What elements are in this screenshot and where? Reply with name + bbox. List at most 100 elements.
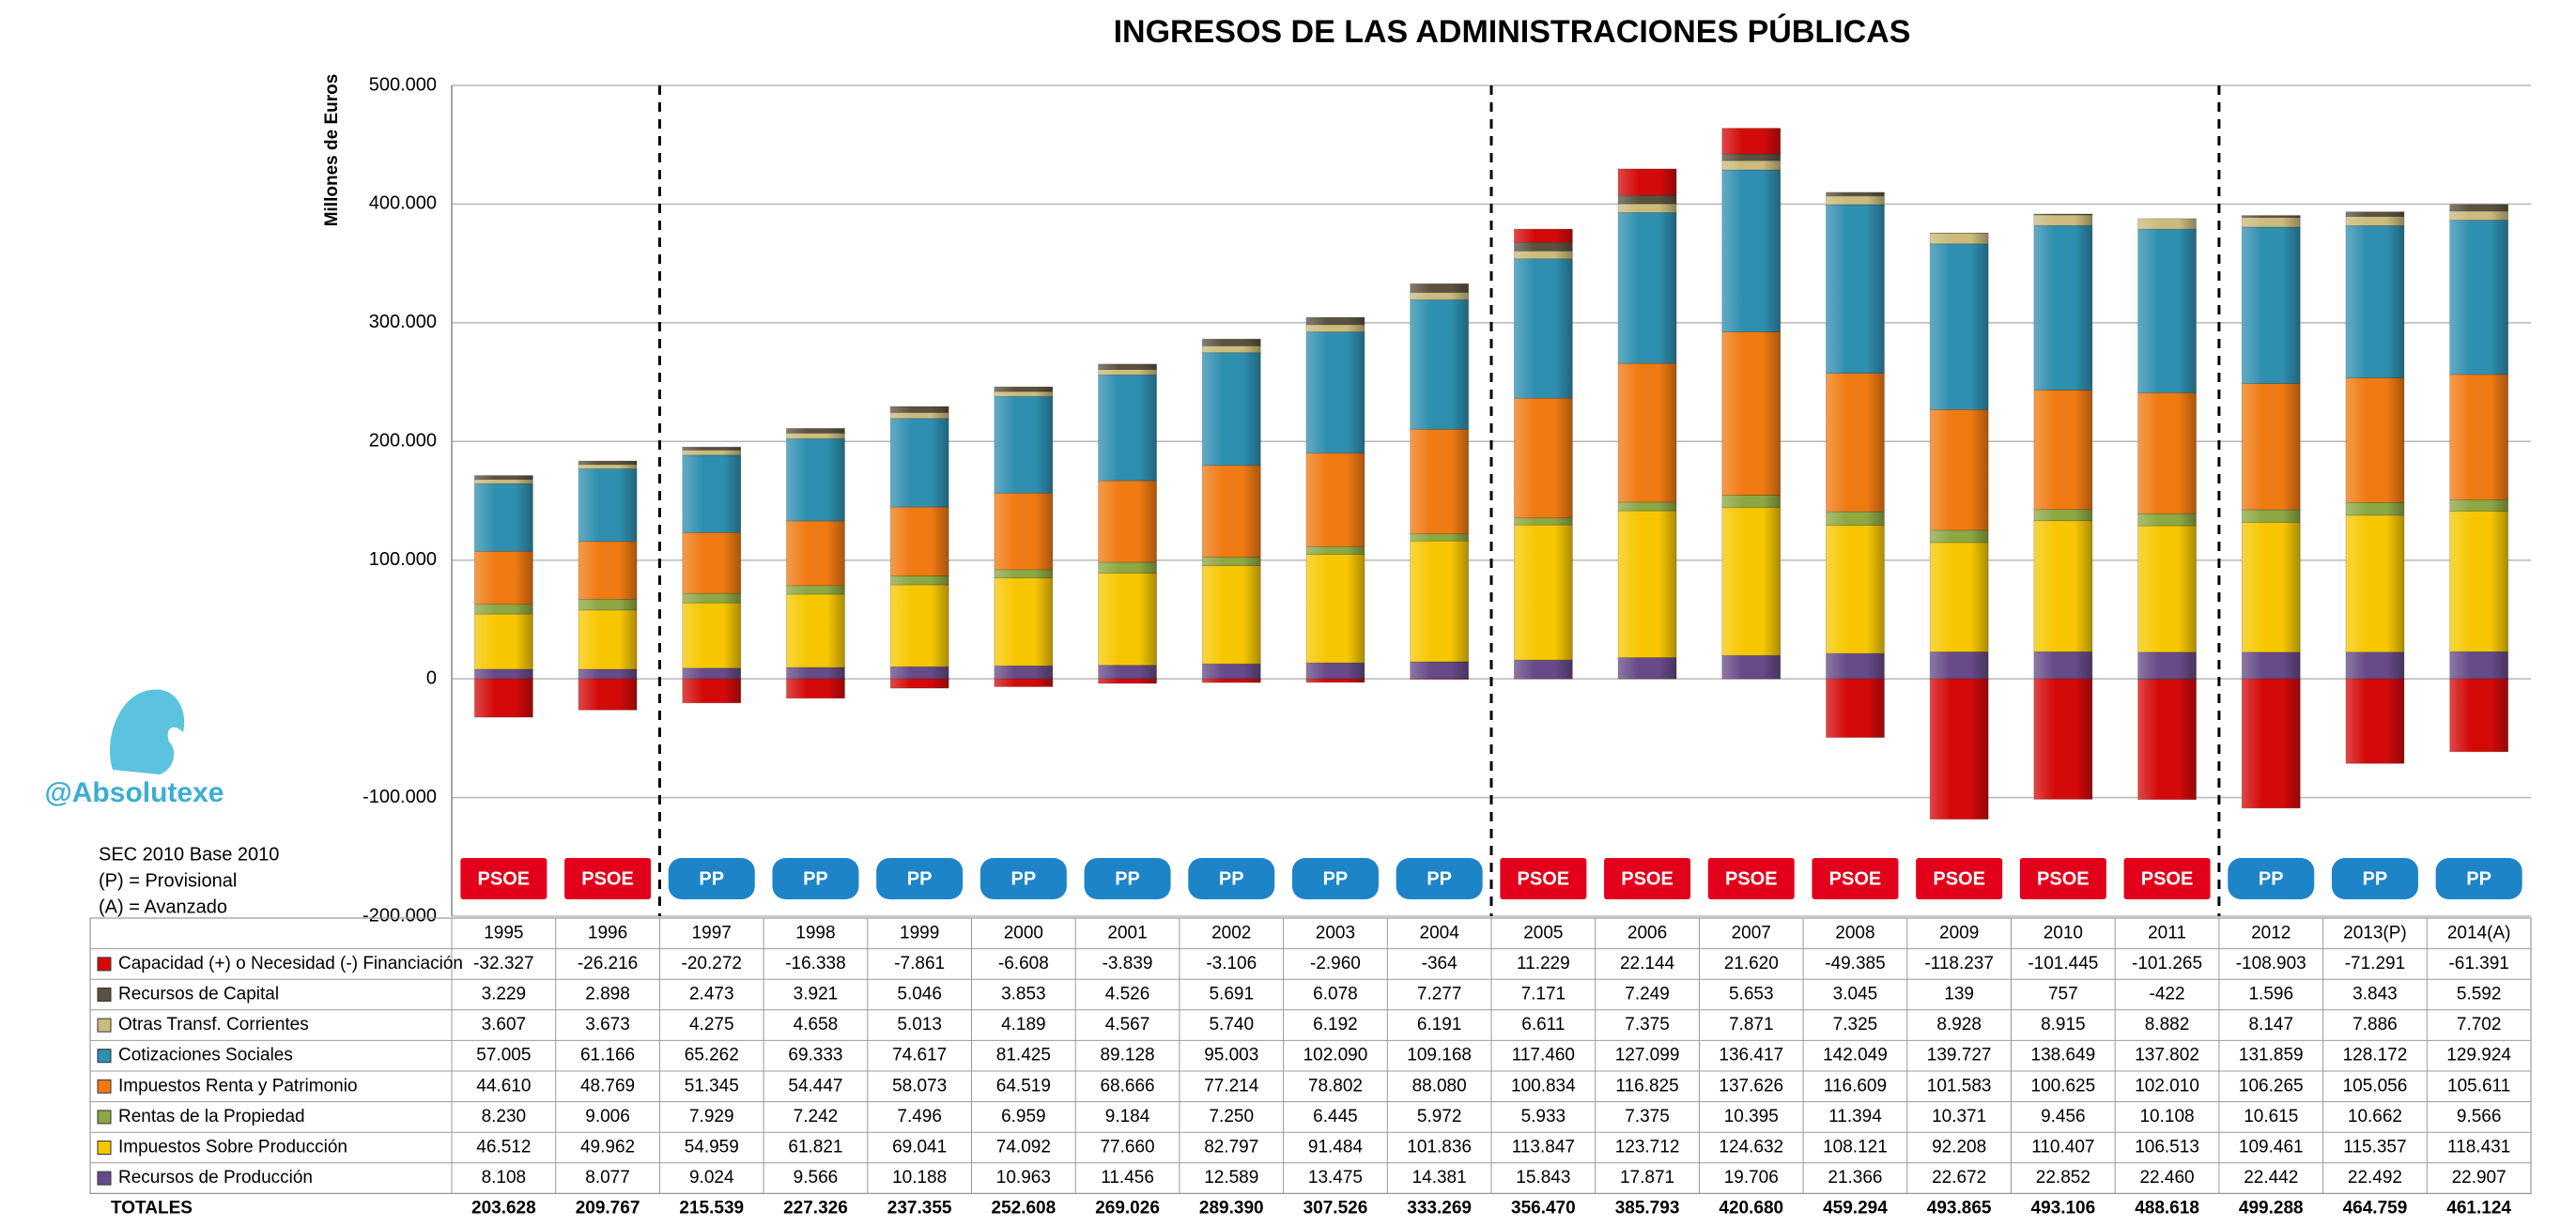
bar-shine <box>1618 657 1677 680</box>
bar-shine <box>1721 170 1781 332</box>
table-value: 17.871 <box>1620 1168 1674 1188</box>
table-value: 123.712 <box>1615 1138 1680 1157</box>
table-value: 8.928 <box>1936 1015 1982 1034</box>
table-value: 5.691 <box>1209 985 1254 1004</box>
bar-shine <box>1826 205 1885 374</box>
table-value: 21.366 <box>1828 1168 1882 1188</box>
bar-shine <box>994 493 1053 570</box>
table-value: -71.291 <box>2345 954 2405 973</box>
bar-shine <box>890 507 949 576</box>
x-tick-label: 2008 <box>1835 923 1874 942</box>
table-value: 7.929 <box>689 1107 734 1126</box>
bar-shine <box>786 667 845 680</box>
bar-shine <box>578 464 638 469</box>
x-tick-label: 2011 <box>2148 923 2186 942</box>
bar-shine <box>1098 561 1157 574</box>
table-value: 7.375 <box>1625 1015 1670 1034</box>
bar-shine <box>1305 452 1365 547</box>
bar-shine <box>1721 331 1781 496</box>
x-tick-label: 1996 <box>588 923 627 942</box>
total-value: 215.539 <box>679 1199 744 1218</box>
table-value: 7.871 <box>1729 1015 1774 1034</box>
table-value: 4.275 <box>689 1015 734 1034</box>
bar-shine <box>786 520 845 586</box>
legend-label: Cotizaciones Sociales <box>118 1046 293 1065</box>
bar-shine <box>786 428 845 434</box>
bar-shine <box>2137 679 2197 800</box>
table-value: 113.847 <box>1512 1138 1575 1157</box>
bar-shine <box>1410 533 1469 542</box>
y-tick-label: 200.000 <box>369 431 437 452</box>
table-value: 5.740 <box>1209 1015 1254 1034</box>
bar-shine <box>1514 258 1573 399</box>
party-logo <box>2331 858 2418 899</box>
total-value: 385.793 <box>1615 1199 1680 1218</box>
bar-shine <box>994 387 1053 391</box>
table-value: 82.797 <box>1204 1138 1258 1157</box>
x-tick-label: 1998 <box>795 923 835 942</box>
table-value: 10.963 <box>996 1168 1051 1188</box>
table-value: 5.046 <box>897 985 942 1004</box>
table-value: 9.566 <box>2457 1107 2502 1126</box>
bar-shine <box>2137 392 2197 514</box>
x-tick-label: 2005 <box>1523 923 1563 942</box>
table-value: 8.882 <box>2145 1015 2190 1034</box>
bar-shine <box>2033 214 2092 226</box>
total-value: 269.026 <box>1095 1199 1160 1218</box>
table-value: 12.589 <box>1204 1168 1258 1188</box>
table-value: 4.658 <box>794 1015 839 1034</box>
x-tick-label: 2000 <box>1004 923 1043 942</box>
party-logo-text: PSOE <box>1725 868 1778 889</box>
bar-shine <box>786 585 845 594</box>
table-value: 77.660 <box>1100 1138 1154 1157</box>
bar-shine <box>578 609 638 669</box>
legend-swatch <box>97 988 112 1002</box>
bar-shine <box>2242 651 2301 680</box>
table-value: 15.843 <box>1516 1168 1570 1188</box>
table-value: 6.192 <box>1313 1015 1358 1034</box>
note: (A) = Avanzado <box>99 897 227 917</box>
legend-label: Rentas de la Propiedad <box>118 1107 305 1126</box>
bar-shine <box>1305 331 1365 453</box>
table-value: 7.325 <box>1833 1015 1878 1034</box>
bar-shine <box>1202 465 1261 558</box>
bar-shine <box>682 447 741 451</box>
party-logo-text: PSOE <box>478 868 531 889</box>
table-value: 5.933 <box>1521 1107 1566 1126</box>
table-value: 22.492 <box>2348 1168 2402 1188</box>
table-value: 3.673 <box>585 1015 630 1034</box>
table-value: 105.056 <box>2343 1076 2408 1096</box>
bar-shine <box>1826 373 1885 513</box>
x-tick-label: 2012 <box>2251 923 2291 942</box>
table-value: -3.839 <box>1103 954 1153 973</box>
bar-shine <box>2033 651 2092 680</box>
watermark-icon <box>109 689 185 774</box>
bar-shine <box>1514 229 1573 243</box>
table-value: 6.445 <box>1313 1107 1358 1126</box>
party-logo <box>460 858 548 899</box>
bar-shine <box>1721 495 1781 508</box>
bar-shine <box>2449 220 2508 375</box>
table-value: 6.611 <box>1521 1015 1565 1034</box>
table-value: 2.473 <box>689 985 734 1004</box>
table-value: 68.666 <box>1100 1076 1154 1096</box>
table-value: 44.610 <box>476 1076 531 1096</box>
bar-shine <box>1721 153 1781 161</box>
bar-shine <box>1514 251 1573 259</box>
bar-shine <box>474 483 533 552</box>
table-value: -7.861 <box>894 954 945 973</box>
x-tick-label: 1995 <box>484 923 523 942</box>
bar-shine <box>682 454 741 533</box>
table-value: 77.214 <box>1204 1076 1259 1096</box>
bar-shine <box>2242 215 2301 218</box>
bar-shine <box>1514 398 1573 518</box>
bar-shine <box>1721 655 1781 680</box>
table-value: 21.620 <box>1724 954 1779 973</box>
table-value: 100.625 <box>2031 1076 2096 1096</box>
party-logo-text: PP <box>907 868 933 889</box>
bar-shine <box>1721 507 1781 656</box>
table-value: 105.611 <box>2447 1076 2510 1096</box>
bar-shine <box>2033 509 2092 521</box>
table-value: 102.090 <box>1303 1046 1368 1065</box>
table-value: 109.168 <box>1407 1046 1472 1065</box>
